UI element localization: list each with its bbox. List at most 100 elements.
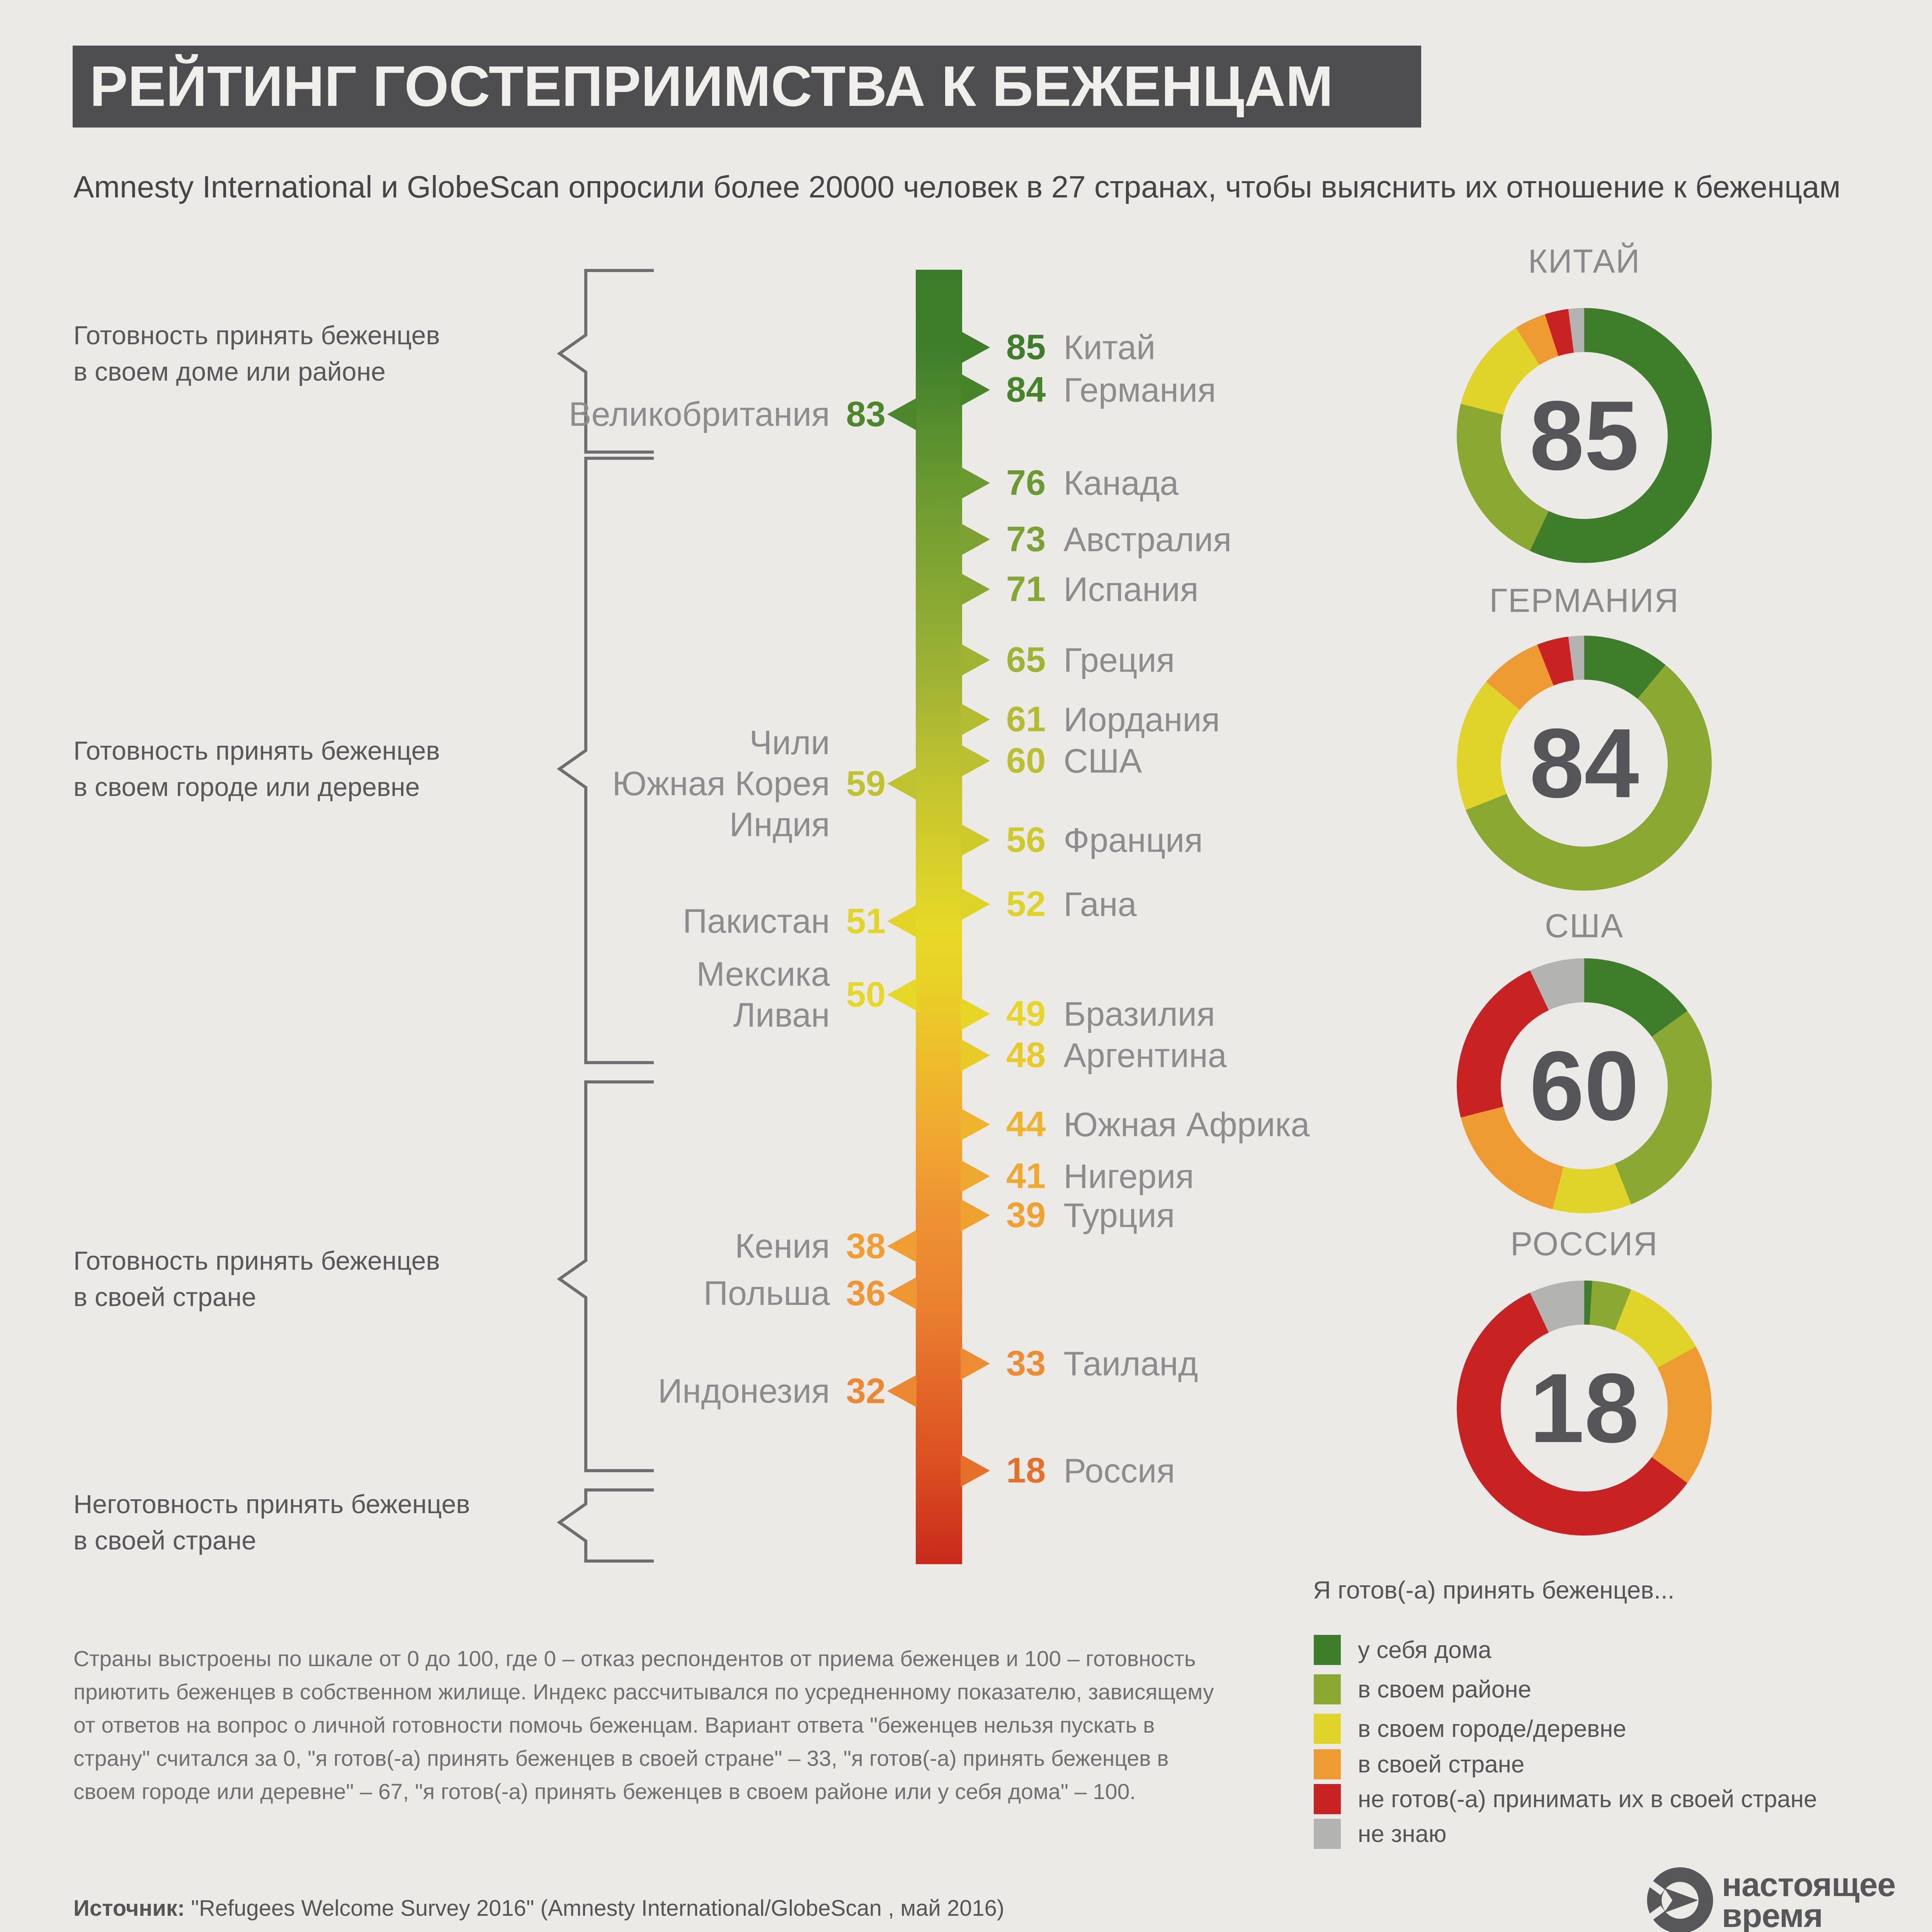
scale-arrow-right bbox=[961, 573, 990, 605]
scale-country: Россия bbox=[1063, 1451, 1175, 1490]
scale-country: Бразилия bbox=[1063, 995, 1215, 1033]
scale-item-Аргентина: 48 Аргентина bbox=[1006, 1035, 1227, 1076]
footnote-line: приютить беженцев в собственном жилище. … bbox=[73, 1680, 1214, 1704]
legend-label: в своем районе bbox=[1358, 1676, 1532, 1703]
scale-arrow-right bbox=[961, 1347, 990, 1380]
group-label: Готовность принять беженцев в своем город… bbox=[73, 736, 440, 802]
logo-icon bbox=[1645, 1867, 1713, 1932]
scale-arrow-right bbox=[961, 703, 990, 736]
scale-item-Канада: 76 Канада bbox=[1006, 463, 1179, 503]
legend-swatch-yellow bbox=[1314, 1714, 1341, 1744]
footnote-line: своем городе или деревне" – 67, "я готов… bbox=[73, 1779, 1136, 1804]
source-line: Источник: "Refugees Welcome Survey 2016"… bbox=[73, 1895, 1004, 1921]
legend-label: в своем городе/деревне bbox=[1358, 1715, 1626, 1742]
legend-swatch-orange bbox=[1314, 1749, 1341, 1779]
footnote-text: Страны выстроены по шкале от 0 до 100, г… bbox=[73, 1642, 1214, 1808]
title-bar: РЕЙТИНГ ГОСТЕПРИИМСТВА К БЕЖЕНЦАМ bbox=[73, 46, 1421, 128]
scale-arrow-right bbox=[961, 824, 990, 856]
scale-arrow-left bbox=[887, 767, 917, 800]
scale-country: Австралия bbox=[1063, 520, 1232, 558]
scale-item-Нигерия: 41 Нигерия bbox=[1006, 1156, 1194, 1197]
donut-chart-ГЕРМАНИЯ: 84 bbox=[1457, 636, 1712, 891]
scale-country: Польша bbox=[703, 1274, 830, 1312]
page-subtitle: Amnesty International и GlobeScan опроси… bbox=[73, 170, 1841, 204]
legend-item-red: не готов(-а) принимать их в своей стране bbox=[1314, 1784, 1817, 1814]
scale-country: Южная Африка bbox=[1063, 1105, 1310, 1143]
footnote-line: от ответов на вопрос о личной готовности… bbox=[73, 1713, 1155, 1738]
legend-item-orange: в своей стране bbox=[1314, 1749, 1524, 1779]
scale-item-Пакистан: Пакистан 51 bbox=[683, 901, 886, 942]
scale-arrow-right bbox=[961, 644, 990, 676]
legend-swatch-red bbox=[1314, 1784, 1341, 1814]
scale-arrow-right bbox=[961, 745, 990, 777]
donut-title-РОССИЯ: РОССИЯ bbox=[1510, 1225, 1658, 1263]
scale-country: Индонезия bbox=[658, 1372, 830, 1410]
scale-value: 60 bbox=[1006, 741, 1046, 781]
scale-item-Испания: 71 Испания bbox=[1006, 569, 1199, 610]
scale-value: 61 bbox=[1006, 699, 1046, 739]
scale-value: 18 bbox=[1006, 1451, 1046, 1490]
scale-item-Индонезия: Индонезия 32 bbox=[658, 1371, 886, 1412]
scale-item-Чили-Южная Корея-Индия: Чили Южная Корея Индия 59 bbox=[612, 722, 886, 845]
scale-item-Великобритания: Великобритания 83 bbox=[569, 394, 886, 435]
legend-header: Я готов(-а) принять беженцев... bbox=[1313, 1576, 1675, 1604]
legend-label: в своей стране bbox=[1358, 1751, 1525, 1778]
footnote-line: страну" считался за 0, "я готов(-а) прин… bbox=[73, 1746, 1169, 1771]
scale-item-Кения: Кения 38 bbox=[735, 1226, 886, 1267]
scale-item-Германия: 84 Германия bbox=[1006, 370, 1216, 410]
scale-value: 56 bbox=[1006, 820, 1046, 860]
legend-swatch-dark_green bbox=[1314, 1635, 1341, 1665]
scale-value: 84 bbox=[1006, 370, 1046, 410]
logo-line1: настоящее bbox=[1722, 1866, 1896, 1903]
scale-country: Франция bbox=[1063, 821, 1203, 859]
scale-arrow-left bbox=[887, 1230, 917, 1262]
page-title: РЕЙТИНГ ГОСТЕПРИИМСТВА К БЕЖЕНЦАМ bbox=[90, 54, 1333, 118]
donut-value: 60 bbox=[1529, 1031, 1639, 1141]
scale-value: 36 bbox=[846, 1273, 886, 1313]
scale-item-Франция: 56 Франция bbox=[1006, 820, 1203, 861]
group-label: Готовность принять беженцев в своем доме … bbox=[73, 321, 440, 386]
scale-item-Польша: Польша 36 bbox=[704, 1273, 886, 1314]
scale-value: 41 bbox=[1006, 1156, 1046, 1196]
scale-value: 32 bbox=[846, 1371, 886, 1411]
scale-arrow-left bbox=[887, 905, 917, 937]
scale-item-Греция: 65 Греция bbox=[1006, 640, 1175, 680]
donut-hole: 60 bbox=[1501, 1002, 1668, 1169]
scale-value: 44 bbox=[1006, 1104, 1046, 1144]
scale-value: 85 bbox=[1006, 327, 1046, 367]
scale-value: 49 bbox=[1006, 994, 1046, 1034]
scale-country: Аргентина bbox=[1063, 1036, 1227, 1074]
scale-arrow-right bbox=[961, 998, 990, 1030]
scale-country: Греция bbox=[1063, 641, 1175, 679]
scale-arrow-right bbox=[961, 1108, 990, 1141]
legend-label: не знаю bbox=[1358, 1820, 1447, 1847]
donut-hole: 85 bbox=[1501, 352, 1668, 519]
legend-label: не готов(-а) принимать их в своей стране bbox=[1358, 1786, 1817, 1813]
legend-item-gray: не знаю bbox=[1314, 1819, 1447, 1849]
scale-arrow-right bbox=[961, 1199, 990, 1231]
scale-arrow-left bbox=[887, 978, 917, 1011]
donut-chart-США: 60 bbox=[1457, 958, 1712, 1213]
donut-title-ГЕРМАНИЯ: ГЕРМАНИЯ bbox=[1489, 582, 1679, 619]
scale-arrow-right bbox=[961, 523, 990, 556]
scale-value: 50 bbox=[846, 975, 886, 1014]
scale-value: 83 bbox=[846, 394, 886, 434]
scale-arrow-right bbox=[961, 1454, 990, 1487]
scale-arrow-right bbox=[961, 1160, 990, 1192]
scale-country: Нигерия bbox=[1063, 1157, 1194, 1195]
scale-country: Китай bbox=[1063, 328, 1156, 366]
donut-value: 85 bbox=[1529, 380, 1639, 491]
donut-hole: 18 bbox=[1501, 1325, 1668, 1492]
scale-arrow-right bbox=[961, 467, 990, 499]
scale-item-Гана: 52 Гана bbox=[1006, 884, 1137, 925]
scale-item-Турция: 39 Турция bbox=[1006, 1195, 1175, 1236]
scale-item-Мексика-Ливан: Мексика Ливан 50 bbox=[696, 954, 886, 1036]
scale-value: 76 bbox=[1006, 463, 1046, 503]
source-text: "Refugees Welcome Survey 2016" (Amnesty … bbox=[185, 1896, 1005, 1921]
scale-item-Австралия: 73 Австралия bbox=[1006, 519, 1231, 560]
donut-hole: 84 bbox=[1501, 680, 1668, 847]
logo-line2: время bbox=[1722, 1897, 1823, 1932]
scale-value: 65 bbox=[1006, 640, 1046, 680]
scale-arrow-right bbox=[961, 374, 990, 406]
scale-item-Иордания: 61 Иордания bbox=[1006, 699, 1220, 740]
